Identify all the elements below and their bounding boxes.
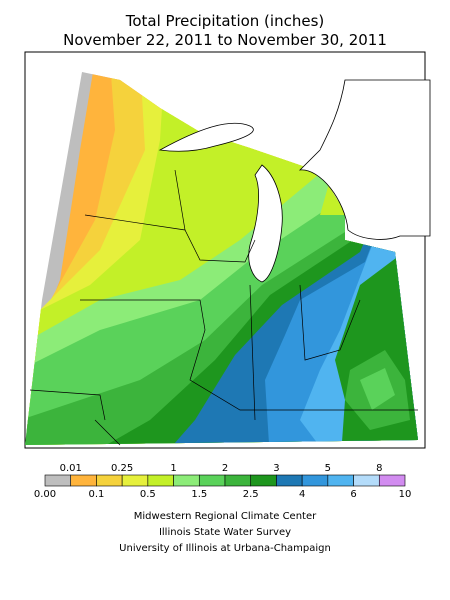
credit: University of Illinois at Urbana-Champai… [119,543,331,554]
legend-label: 2.5 [243,489,259,500]
legend-swatch [44,474,72,487]
legend-swatch [301,474,329,487]
legend-label: 1 [170,463,176,474]
state-borders [29,169,418,446]
legend-label: 5 [325,463,331,474]
legend-swatch [198,474,226,487]
legend-swatch [121,474,149,487]
title: Total Precipitation (inches) [125,12,325,30]
credit: Midwestern Regional Climate Center [134,511,317,522]
precip-region [320,180,345,215]
legend-label: 0.5 [140,489,156,500]
legend-label: 0.01 [60,463,82,474]
legend-swatch [70,474,97,487]
lakes [158,79,431,283]
legend-swatch [378,474,406,487]
legend: 0.00 0.01 0.1 0.25 0.5 1 1.5 2 2.5 3 4 5 6 8 10 [34,463,412,500]
legend-label: 4 [299,489,305,500]
legend-label: 0.25 [111,463,133,474]
legend-swatch [224,474,252,487]
legend-label: 1.5 [191,489,207,500]
credit: Illinois State Water Survey [159,527,291,538]
legend-swatch [276,474,303,487]
legend-swatch [327,474,354,487]
legend-swatch [173,474,200,487]
subtitle: November 22, 2011 to November 30, 2011 [63,31,387,49]
legend-swatch [250,474,277,487]
legend-label: 2 [222,463,228,474]
legend-label: 10 [399,489,412,500]
legend-swatch [96,474,123,487]
legend-label: 6 [350,489,356,500]
legend-label: 8 [376,463,382,474]
precip-region [360,368,395,410]
legend-swatch [147,474,174,487]
legend-label: 0.1 [88,489,104,500]
legend-swatch [353,474,380,487]
legend-label: 3 [273,463,279,474]
legend-label: 0.00 [34,489,56,500]
